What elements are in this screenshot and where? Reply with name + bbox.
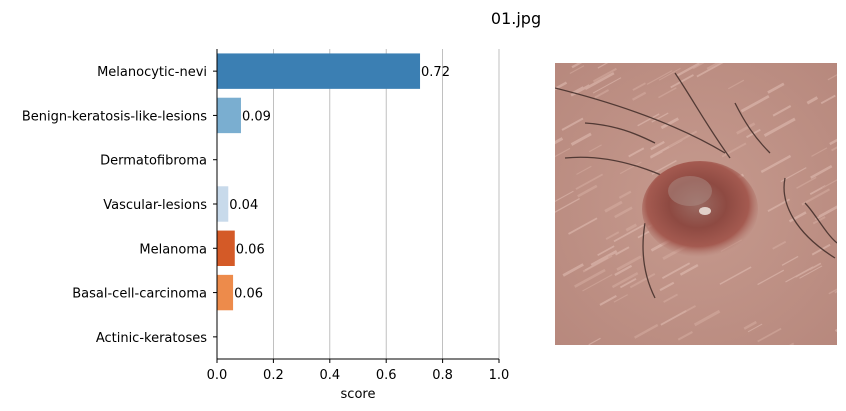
category-label: Basal-cell-carcinoma	[72, 287, 207, 302]
x-tick-label: 1.0	[489, 368, 510, 383]
value-label: 0.06	[236, 242, 265, 257]
bar	[217, 186, 229, 222]
value-label: 0.06	[234, 287, 263, 302]
bar	[217, 274, 234, 311]
x-tick-label: 0.0	[207, 368, 228, 383]
category-label: Dermatofibroma	[100, 154, 207, 169]
category-label: Actinic-keratoses	[96, 331, 207, 346]
lesion-image	[555, 63, 837, 345]
figure-title: 01.jpg	[491, 9, 541, 28]
value-label: 0.04	[229, 198, 258, 213]
x-tick-label: 0.6	[376, 368, 397, 383]
category-label: Benign-keratosis-like-lesions	[22, 109, 207, 124]
value-label: 0.72	[421, 65, 450, 80]
bar	[217, 53, 421, 89]
category-label: Vascular-lesions	[103, 198, 207, 213]
category-label: Melanoma	[139, 242, 207, 257]
x-tick-label: 0.2	[263, 368, 284, 383]
lesion-photo	[555, 63, 837, 345]
category-label: Melanocytic-nevi	[97, 65, 207, 80]
x-tick-label: 0.4	[319, 368, 340, 383]
score-bar-chart: Melanocytic-nevi 0.72 Benign-keratosis-lik…	[22, 49, 510, 402]
x-tick-label: 0.8	[432, 368, 453, 383]
value-label: 0.09	[242, 109, 271, 124]
x-axis-label: score	[341, 387, 376, 402]
bar	[217, 230, 235, 266]
bar	[217, 97, 241, 134]
